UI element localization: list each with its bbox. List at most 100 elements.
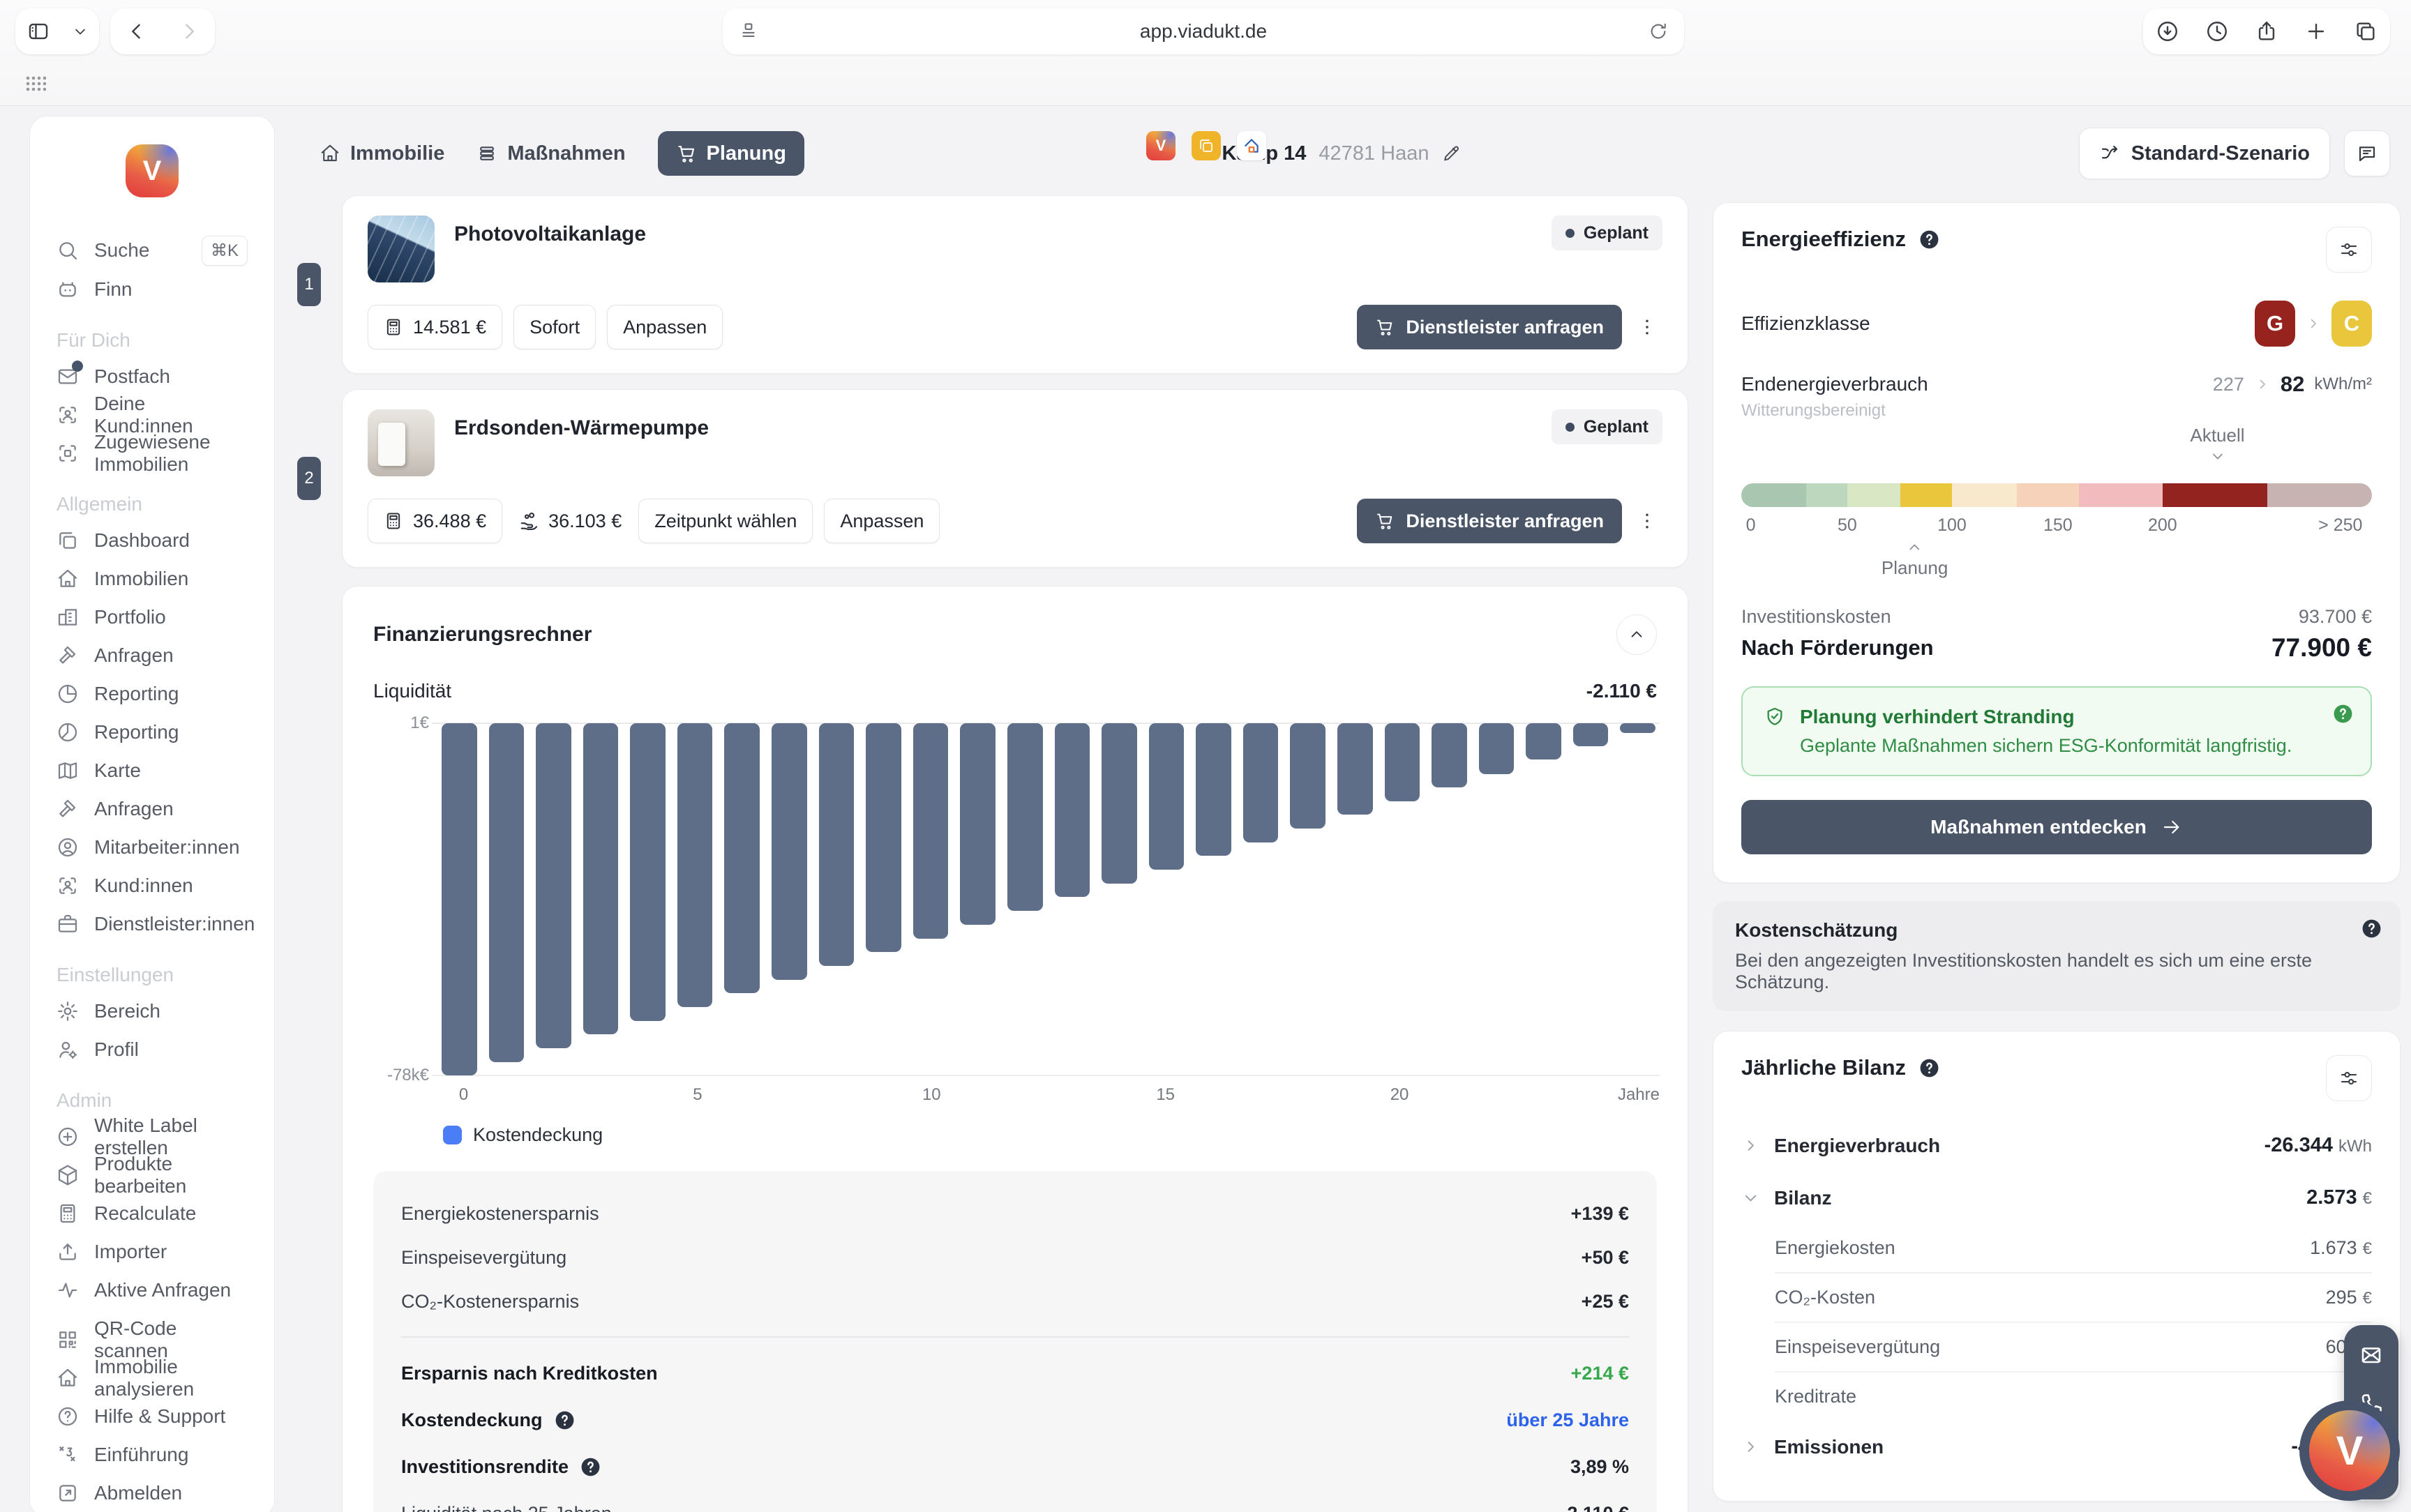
sidebar-item-deine-kund-innen[interactable]: Deine Kund:innen	[48, 393, 256, 437]
summary-total-row: Liquidität nach 25 Jahren -2.110 €	[401, 1490, 1629, 1512]
sidebar-item-produkte-bearbeiten[interactable]: Produkte bearbeiten	[48, 1152, 256, 1197]
reader-icon[interactable]	[738, 21, 759, 42]
adjust-button[interactable]: Anpassen	[824, 499, 940, 543]
sidebar-item-anfragen[interactable]: Anfragen	[48, 789, 256, 828]
balance-row-energieverbrauch[interactable]: Energieverbrauch -26.344 kWh	[1741, 1119, 2372, 1172]
url-bar[interactable]: app.viadukt.de	[723, 8, 1684, 54]
sidebar-item-recalculate[interactable]: Recalculate	[48, 1194, 256, 1232]
sidebar-item-zugewiesene-immobilien[interactable]: Zugewiesene Immobilien	[48, 431, 256, 475]
tab-massnahmen[interactable]: Maßnahmen	[476, 142, 626, 165]
sidebar-item-kund-innen[interactable]: Kund:innen	[48, 866, 256, 905]
sidebar-item-dashboard[interactable]: Dashboard	[48, 521, 256, 559]
viadukt-chat-bubble[interactable]: V	[2299, 1400, 2400, 1501]
more-menu-button[interactable]	[1632, 312, 1662, 342]
share-icon[interactable]	[2255, 20, 2278, 43]
balance-row-bilanz[interactable]: Bilanz 2.573 €	[1741, 1172, 2372, 1224]
balance-settings-button[interactable]	[2326, 1055, 2372, 1101]
scenario-icon	[2099, 143, 2120, 164]
collapse-button[interactable]	[1616, 614, 1657, 655]
discover-measures-button[interactable]: Maßnahmen entdecken	[1741, 800, 2372, 854]
summary-row: Einspeisevergütung +50 €	[401, 1236, 1629, 1280]
sidebar-item-abmelden[interactable]: Abmelden	[48, 1474, 256, 1512]
sidebar-item-hilfe-support[interactable]: Hilfe & Support	[48, 1397, 256, 1435]
sidebar-item-immobilie-analysieren[interactable]: Immobilie analysieren	[48, 1356, 256, 1400]
sidebar-item-bereich[interactable]: Bereich	[48, 992, 256, 1030]
edit-address-icon[interactable]	[1441, 144, 1461, 163]
consumption-label: Endenergieverbrauch	[1741, 372, 1928, 395]
measure-thumbnail	[368, 216, 435, 282]
summary-total-row: Ersparnis nach Kreditkosten +214 €	[401, 1350, 1629, 1397]
help-icon[interactable]	[554, 1409, 576, 1431]
cost-button[interactable]: 36.488 €	[368, 499, 503, 543]
tab-immobilie[interactable]: Immobilie	[320, 142, 444, 165]
sidebar-item-karte[interactable]: Karte	[48, 751, 256, 789]
help-icon[interactable]	[1918, 229, 1940, 250]
back-icon[interactable]	[125, 20, 149, 43]
mail-icon[interactable]	[2359, 1343, 2384, 1368]
financing-title: Finanzierungsrechner	[373, 623, 592, 646]
adjust-button[interactable]: Anpassen	[607, 305, 723, 349]
sidebar-item-immobilien[interactable]: Immobilien	[48, 559, 256, 598]
chart-bar-year-0	[442, 723, 477, 1075]
request-provider-button[interactable]: Dienstleister anfragen	[1357, 305, 1622, 349]
help-icon[interactable]	[2332, 703, 2354, 725]
sidebar-item-label: Immobilien	[94, 567, 189, 589]
hammer-icon	[57, 644, 79, 667]
new-tab-icon[interactable]	[2304, 20, 2328, 43]
sidebar-item-einführung[interactable]: Einführung	[48, 1435, 256, 1474]
sidebar-item-anfragen[interactable]: Anfragen	[48, 636, 256, 674]
help-icon[interactable]	[2361, 918, 2382, 939]
status-label: Geplant	[1583, 222, 1648, 243]
reload-icon[interactable]	[1648, 21, 1669, 42]
sidebar-item-reporting[interactable]: Reporting	[48, 713, 256, 751]
chart-bar-year-1	[488, 723, 525, 1062]
balance-row-emissionen[interactable]: Emissionen-4.542kg	[1741, 1421, 2372, 1473]
sidebar-item-importer[interactable]: Importer	[48, 1232, 256, 1271]
scale-segment-4	[1951, 483, 2018, 507]
forward-icon[interactable]	[177, 20, 201, 43]
more-menu-button[interactable]	[1632, 506, 1662, 536]
sidebar-item-label: Produkte bearbeiten	[94, 1152, 187, 1197]
balance-label: Bilanz	[1774, 1186, 1832, 1209]
sidebar-item-postfach[interactable]: Postfach	[48, 357, 256, 395]
chevron-down-icon[interactable]	[72, 23, 89, 40]
sidebar-item-qr-code-scannen[interactable]: QR-Code scannen	[48, 1317, 256, 1361]
cost-value: 36.488 €	[413, 510, 487, 531]
sidebar-item-dienstleister-innen[interactable]: Dienstleister:innen	[48, 905, 256, 943]
chart-bar-year-15	[1148, 723, 1185, 870]
sidebar-item-reporting[interactable]: Reporting	[48, 674, 256, 713]
sidebar-item-portfolio[interactable]: Portfolio	[48, 598, 256, 636]
sidebar-toggle-icon[interactable]	[27, 20, 50, 43]
cost-button[interactable]: 14.581 €	[368, 305, 503, 349]
consumption-planned: 82	[2280, 372, 2305, 396]
comments-button[interactable]	[2344, 130, 2390, 176]
timing-button[interactable]: Sofort	[513, 305, 596, 349]
favicon-viadukt[interactable]: V	[1146, 131, 1176, 160]
class-badge-planned: C	[2331, 301, 2372, 347]
sidebar-item-label: Profil	[94, 1038, 139, 1060]
sidebar-item-finn[interactable]: Finn	[48, 270, 256, 308]
favicon-orange-app[interactable]	[1192, 131, 1221, 160]
sidebar-item-white-label-erstellen[interactable]: White Label erstellen	[48, 1114, 256, 1158]
timing-button[interactable]: Zeitpunkt wählen	[638, 499, 813, 543]
tab-planung[interactable]: Planung	[657, 131, 804, 176]
scenario-button[interactable]: Standard-Szenario	[2078, 128, 2330, 179]
help-icon[interactable]	[580, 1456, 601, 1478]
tab-overview-icon[interactable]	[2354, 20, 2378, 43]
downloads-icon[interactable]	[2156, 20, 2179, 43]
calculator-icon	[384, 317, 403, 337]
favicon-home-app[interactable]	[1237, 131, 1266, 160]
grid-dots-icon[interactable]	[25, 75, 46, 92]
sidebar-item-label: Bereich	[94, 999, 160, 1022]
sidebar-item-aktive-anfragen[interactable]: Aktive Anfragen	[48, 1271, 256, 1309]
financing-summary: Energiekostenersparnis +139 € Einspeisever…	[373, 1171, 1657, 1512]
energy-settings-button[interactable]	[2326, 227, 2372, 273]
request-provider-button[interactable]: Dienstleister anfragen	[1357, 499, 1622, 543]
history-icon[interactable]	[2205, 20, 2229, 43]
help-icon[interactable]	[1918, 1057, 1940, 1079]
search-input[interactable]: Suche ⌘K	[48, 231, 256, 270]
sidebar-item-mitarbeiter-innen[interactable]: Mitarbeiter:innen	[48, 828, 256, 866]
consumption-unit: kWh/m²	[2314, 375, 2372, 393]
sidebar-item-profil[interactable]: Profil	[48, 1030, 256, 1068]
scale-tick: 150	[2043, 515, 2073, 535]
